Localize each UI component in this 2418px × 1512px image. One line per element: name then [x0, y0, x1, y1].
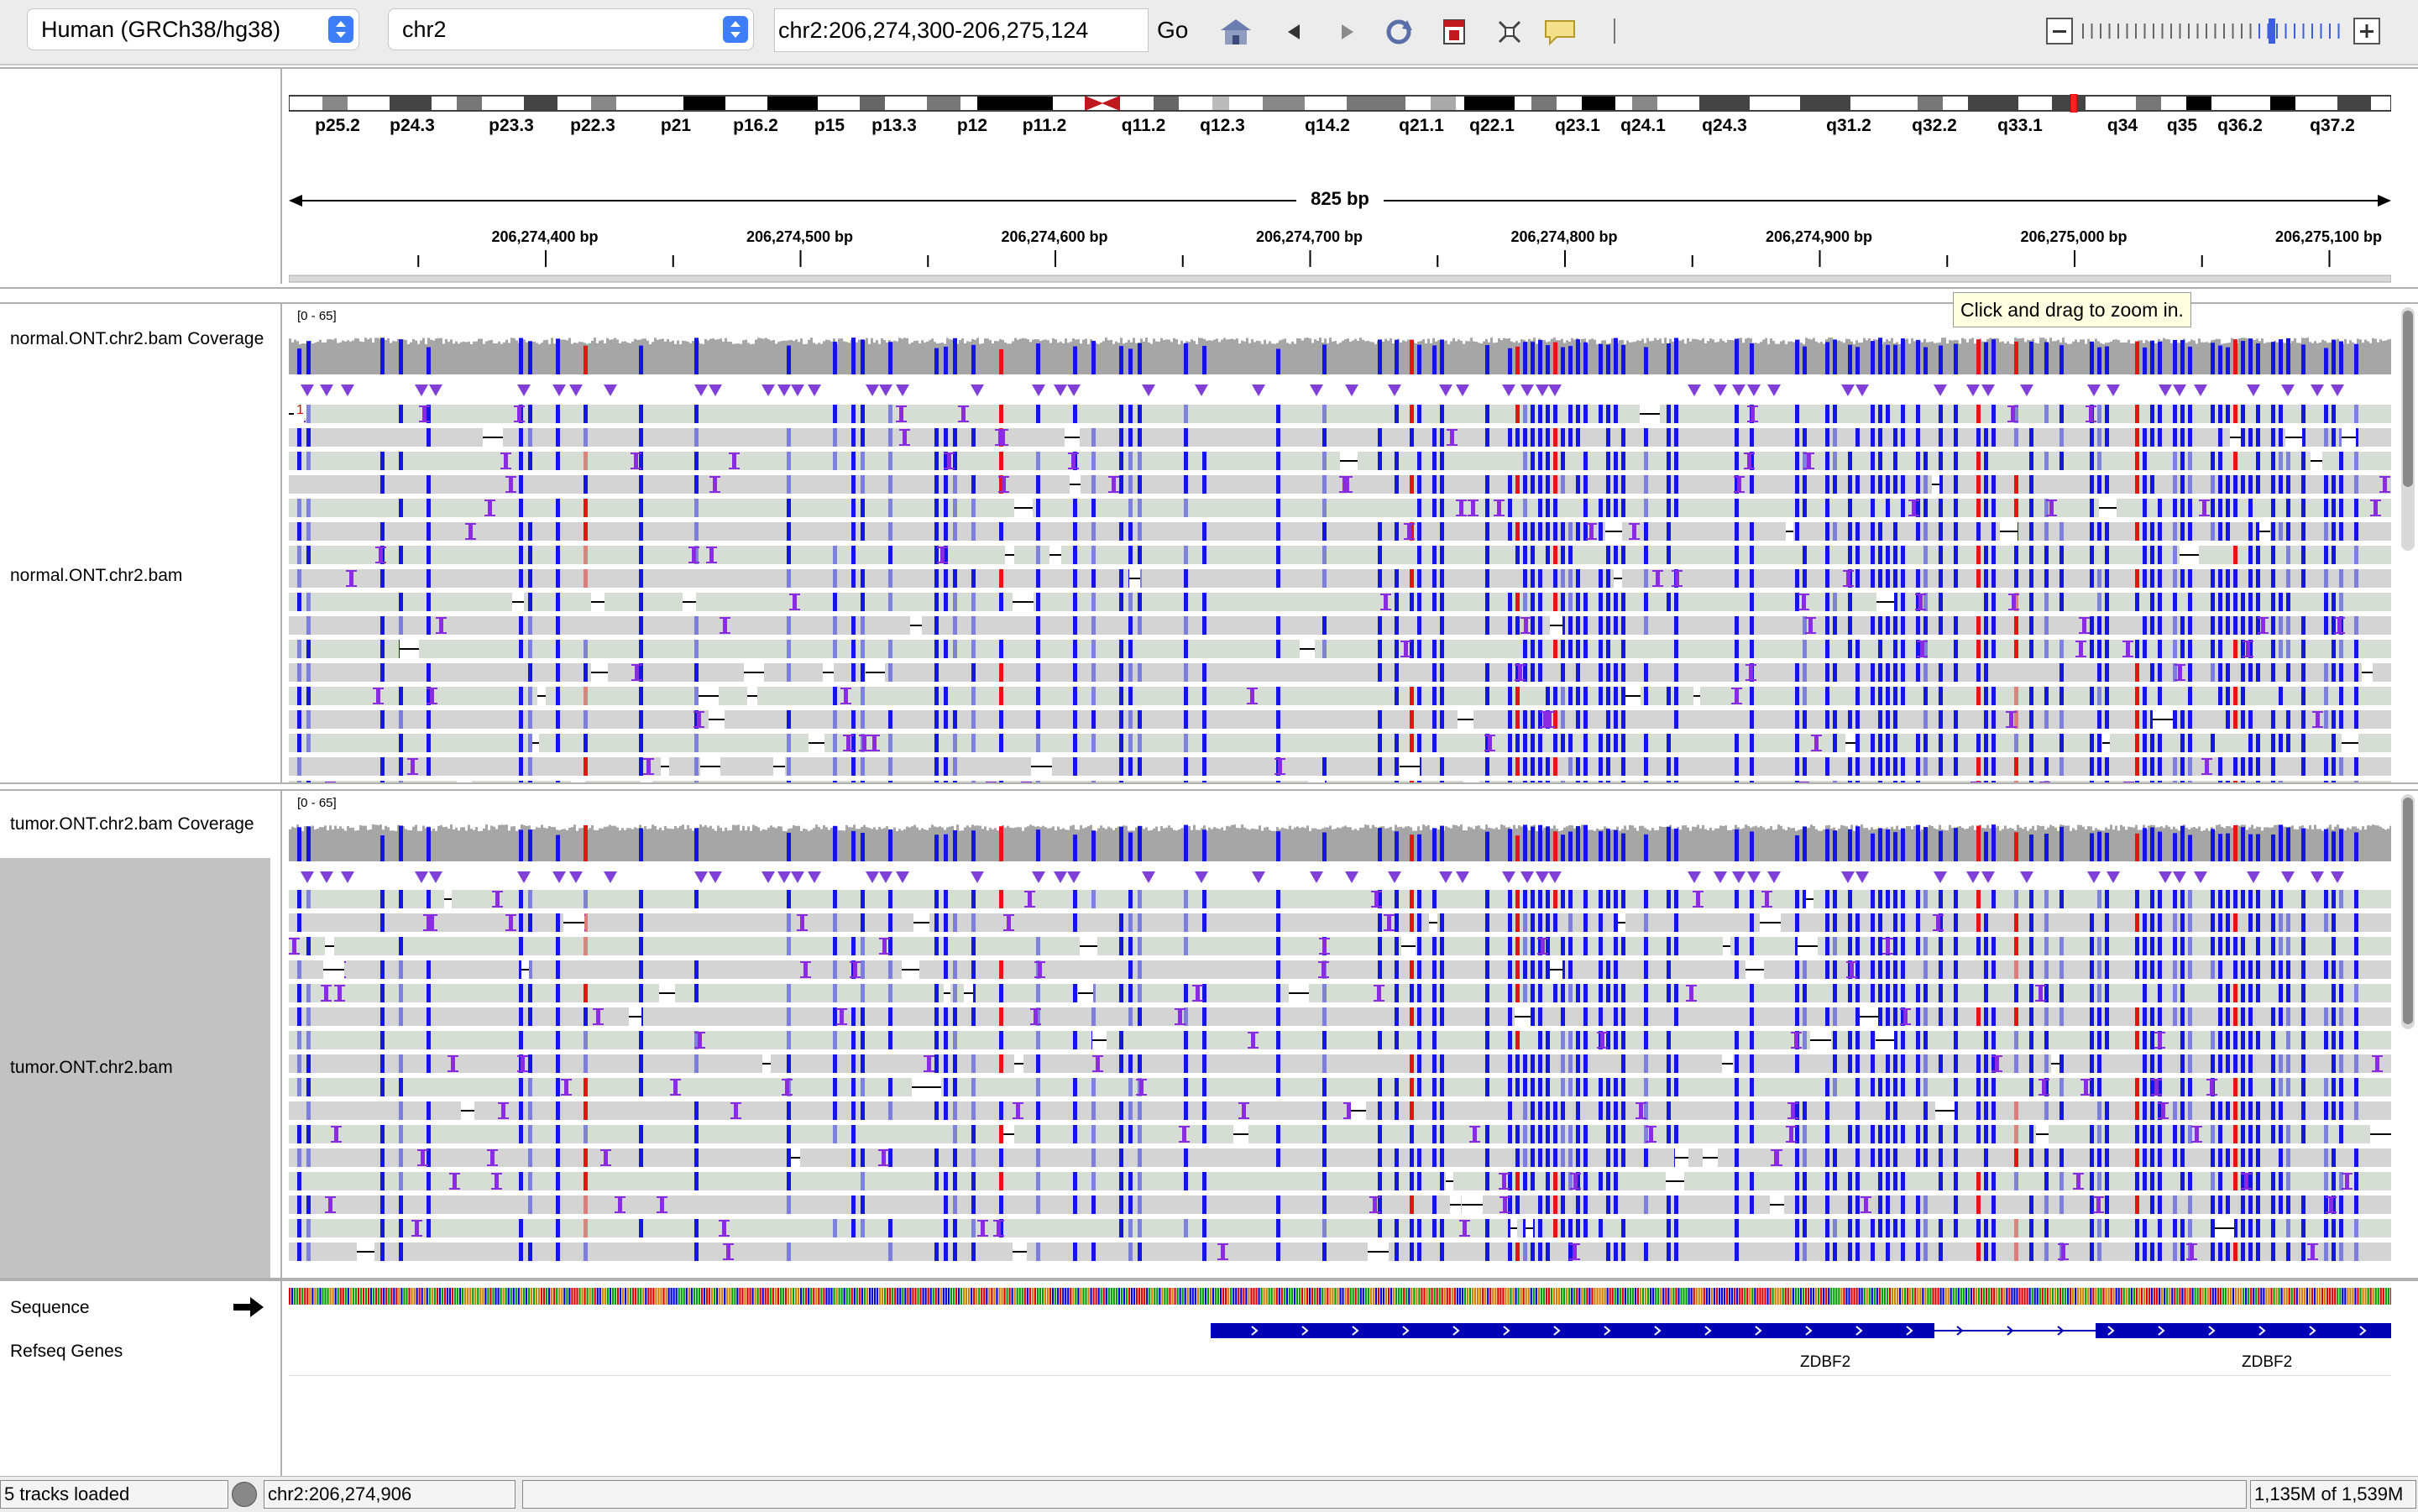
- band-label: q24.1: [1620, 116, 1666, 136]
- chromosome-select-arrows-icon: [723, 16, 748, 43]
- back-arrow-icon[interactable]: [1278, 17, 1311, 47]
- header-data-area[interactable]: p25.2 p24.3 p23.3 p22.3 p21 p16.2 p15 p13.3 p12 p…: [289, 69, 2391, 284]
- normal-reads-track[interactable]: [289, 403, 2391, 782]
- normal-name-panel: normal.ONT.chr2.bam Coverage normal.ONT.…: [0, 304, 282, 782]
- span-label: 825 bp: [1311, 188, 1369, 210]
- status-tracks-loaded: 5 tracks loaded: [0, 1480, 228, 1509]
- row-count-badge: 1: [294, 403, 306, 418]
- ruler-tick-label: 206,274,500 bp: [746, 228, 853, 246]
- band-label: p21: [661, 116, 691, 136]
- band-label: q36.2: [2217, 116, 2263, 136]
- band-label: q37.2: [2310, 116, 2355, 136]
- ruler-tick-label: 206,274,700 bp: [1256, 228, 1363, 246]
- tumor-scrollbar[interactable]: [2401, 794, 2415, 1029]
- band-label: q24.3: [1702, 116, 1747, 136]
- tumor-reads-track-name[interactable]: tumor.ONT.chr2.bam: [10, 1058, 173, 1078]
- genome-select-value: Human (GRCh38/hg38): [41, 17, 280, 42]
- gene-label-zdbf2-2: ZDBF2: [2242, 1353, 2292, 1372]
- chromosome-select-value: chr2: [402, 17, 447, 42]
- normal-data-area[interactable]: [0 - 65] 1: [289, 304, 2391, 782]
- go-button[interactable]: Go: [1157, 8, 1188, 52]
- normal-coverage-range: [0 - 65]: [297, 309, 337, 323]
- tumor-coverage-track[interactable]: [289, 816, 2391, 861]
- tumor-insertion-markers: [289, 868, 2391, 887]
- status-bar: 5 tracks loaded chr2:206,274,906 1,135M …: [0, 1476, 2418, 1512]
- tumor-coverage-range: [0 - 65]: [297, 796, 337, 810]
- feature-name-panel: Sequence Refseq Genes: [0, 1281, 282, 1476]
- band-label: p12: [957, 116, 987, 136]
- refresh-icon[interactable]: [1382, 17, 1416, 47]
- tumor-coverage-track-name[interactable]: tumor.ONT.chr2.bam Coverage: [10, 814, 254, 834]
- tumor-data-area[interactable]: [0 - 65]: [289, 791, 2391, 1278]
- chromosome-select[interactable]: chr2: [388, 8, 754, 50]
- tumor-scrollbar-thumb[interactable]: [2403, 798, 2413, 1024]
- genome-select-arrows-icon: [328, 16, 353, 43]
- normal-panel: normal.ONT.chr2.bam Coverage normal.ONT.…: [0, 302, 2418, 784]
- band-label: p13.3: [871, 116, 917, 136]
- band-label: q31.2: [1826, 116, 1871, 136]
- header-name-panel: [0, 69, 282, 284]
- status-memory[interactable]: 1,135M of 1,539M: [2250, 1480, 2416, 1509]
- ruler-tick-label: 206,275,000 bp: [2020, 228, 2127, 246]
- band-label: q22.1: [1469, 116, 1515, 136]
- toolbar: Human (GRCh38/hg38) chr2 chr2:206,274,30…: [0, 0, 2418, 65]
- status-message: [522, 1480, 2247, 1509]
- genome-select[interactable]: Human (GRCh38/hg38): [27, 8, 359, 50]
- home-icon[interactable]: [1219, 17, 1253, 47]
- band-label: q34: [2107, 116, 2138, 136]
- toolbar-divider: [1614, 18, 1615, 44]
- band-label: p23.3: [489, 116, 534, 136]
- strand-arrow-icon[interactable]: [233, 1296, 264, 1318]
- status-position: chr2:206,274,906: [264, 1480, 516, 1509]
- tumor-name-panel: tumor.ONT.chr2.bam Coverage tumor.ONT.ch…: [0, 791, 282, 1278]
- band-label: p22.3: [570, 116, 615, 136]
- band-label: q33.1: [1997, 116, 2043, 136]
- normal-insertion-markers: [289, 381, 2391, 400]
- band-label: p16.2: [733, 116, 778, 136]
- resize-to-window-icon[interactable]: [1493, 17, 1526, 47]
- band-label: p24.3: [390, 116, 435, 136]
- refseq-track-name[interactable]: Refseq Genes: [10, 1342, 123, 1362]
- feature-data-area[interactable]: ZDBF2 ZDBF2: [289, 1281, 2391, 1476]
- track-divider: [289, 1375, 2391, 1376]
- band-label: q12.3: [1200, 116, 1245, 136]
- normal-coverage-track[interactable]: [289, 329, 2391, 374]
- band-label: q23.1: [1555, 116, 1600, 136]
- status-indicator-icon: [232, 1482, 257, 1507]
- chromosome-ideogram[interactable]: [289, 94, 2391, 112]
- region-of-interest-icon[interactable]: [1437, 17, 1471, 47]
- normal-coverage-track-name[interactable]: normal.ONT.chr2.bam Coverage: [10, 329, 264, 349]
- band-label: q21.1: [1399, 116, 1444, 136]
- ruler-tick-label: 206,274,400 bp: [491, 228, 598, 246]
- band-label: p15: [814, 116, 845, 136]
- band-label: p11.2: [1023, 116, 1067, 136]
- locus-input[interactable]: chr2:206,274,300-206,275,124: [774, 8, 1149, 52]
- band-label: q35: [2167, 116, 2197, 136]
- band-label: q14.2: [1305, 116, 1350, 136]
- tumor-panel: tumor.ONT.chr2.bam Coverage tumor.ONT.ch…: [0, 789, 2418, 1279]
- ruler-tick-label: 206,274,800 bp: [1510, 228, 1617, 246]
- ruler-tick-label: 206,275,100 bp: [2275, 228, 2382, 246]
- ruler-tick-label: 206,274,600 bp: [1001, 228, 1107, 246]
- ruler-tick-label: 206,274,900 bp: [1766, 228, 1872, 246]
- feature-panel: Sequence Refseq Genes ZDBF2 ZDBF2: [0, 1279, 2418, 1476]
- band-label: q11.2: [1122, 116, 1166, 136]
- header-panel: p25.2 p24.3 p23.3 p22.3 p21 p16.2 p15 p13.3 p12 p…: [0, 67, 2418, 289]
- gene-label-zdbf2-1: ZDBF2: [1800, 1353, 1850, 1372]
- zoom-tooltip: Click and drag to zoom in.: [1953, 292, 2191, 327]
- normal-reads-track-name[interactable]: normal.ONT.chr2.bam: [10, 566, 182, 586]
- sequence-track-name[interactable]: Sequence: [10, 1298, 90, 1318]
- zoom-widget[interactable]: [2045, 15, 2381, 49]
- ruler[interactable]: [289, 247, 2391, 284]
- band-label: p25.2: [315, 116, 360, 136]
- tumor-reads-track[interactable]: [289, 888, 2391, 1278]
- popup-info-icon[interactable]: [1543, 17, 1577, 47]
- band-label: q32.2: [1912, 116, 1957, 136]
- zoom-slider-thumb: [2269, 18, 2275, 44]
- normal-scrollbar-thumb[interactable]: [2403, 311, 2413, 487]
- refseq-gene-track[interactable]: [289, 1318, 2391, 1343]
- normal-scrollbar[interactable]: [2401, 307, 2415, 551]
- sequence-track[interactable]: [289, 1288, 2391, 1306]
- forward-arrow-icon[interactable]: [1330, 17, 1363, 47]
